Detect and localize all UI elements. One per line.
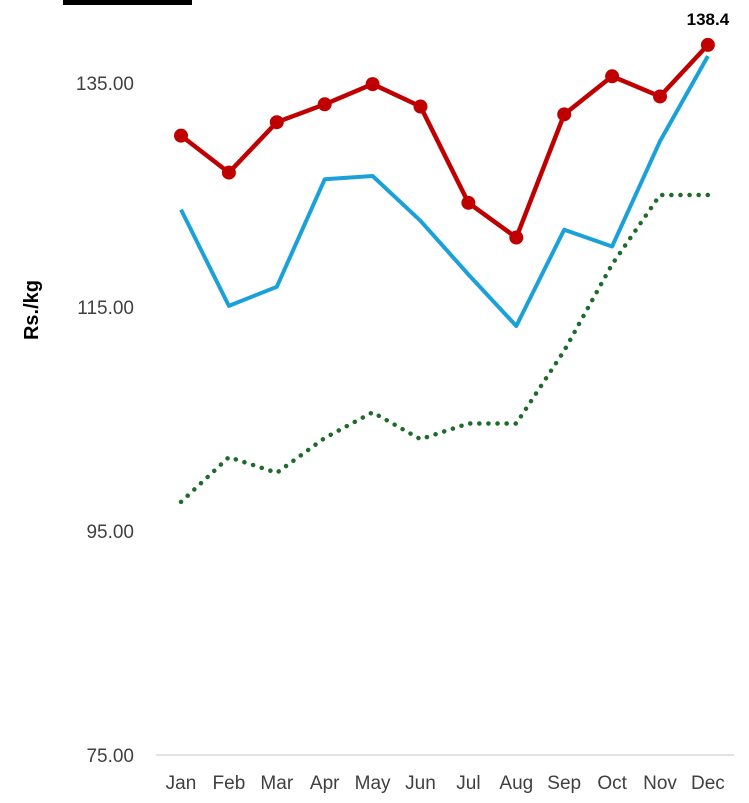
data-point [653, 89, 667, 104]
x-tick-label: Jul [456, 773, 480, 794]
x-tick-label: Sep [547, 773, 581, 794]
series-1: 138.4 [174, 10, 730, 245]
x-tick-label: Dec [691, 773, 725, 794]
x-tick-label: Feb [213, 773, 246, 794]
x-tick-label: Jan [166, 773, 197, 794]
x-tick-label: Apr [310, 773, 340, 794]
series-2 [179, 55, 710, 328]
y-axis-title: Rs./kg [21, 280, 43, 340]
data-point [221, 165, 236, 180]
data-label: 138.4 [687, 10, 730, 29]
series-3 [178, 192, 711, 505]
data-point [605, 69, 620, 84]
data-point [509, 230, 524, 245]
series-line [178, 192, 711, 505]
data-point [317, 97, 332, 112]
x-tick-label: Jun [405, 773, 436, 794]
legend-swatch [63, 0, 192, 5]
x-tick-label: Oct [597, 773, 627, 794]
data-point [413, 99, 428, 114]
y-tick-label: 135.00 [76, 74, 134, 95]
x-tick-label: May [355, 773, 391, 794]
series-line [179, 55, 710, 328]
x-tick-label: Mar [260, 773, 293, 794]
data-point [700, 37, 715, 52]
y-tick-label: 95.00 [86, 522, 134, 543]
data-point [365, 77, 380, 92]
y-tick-label: 75.00 [86, 746, 134, 767]
x-tick-label: Nov [643, 773, 677, 794]
data-point [269, 115, 284, 130]
y-tick-label: 115.00 [77, 298, 134, 319]
data-point [461, 195, 476, 210]
x-axis: Jan Feb Mar Apr May Jun Jul Aug Sep Oct Nov Dec [166, 773, 725, 794]
x-tick-label: Aug [499, 773, 533, 794]
data-point [174, 128, 188, 143]
plot-area: 138.4 [174, 10, 730, 505]
y-axis: 75.00 95.00 115.00 135.00 [76, 74, 134, 767]
series-line [178, 42, 711, 240]
data-point [557, 107, 572, 122]
